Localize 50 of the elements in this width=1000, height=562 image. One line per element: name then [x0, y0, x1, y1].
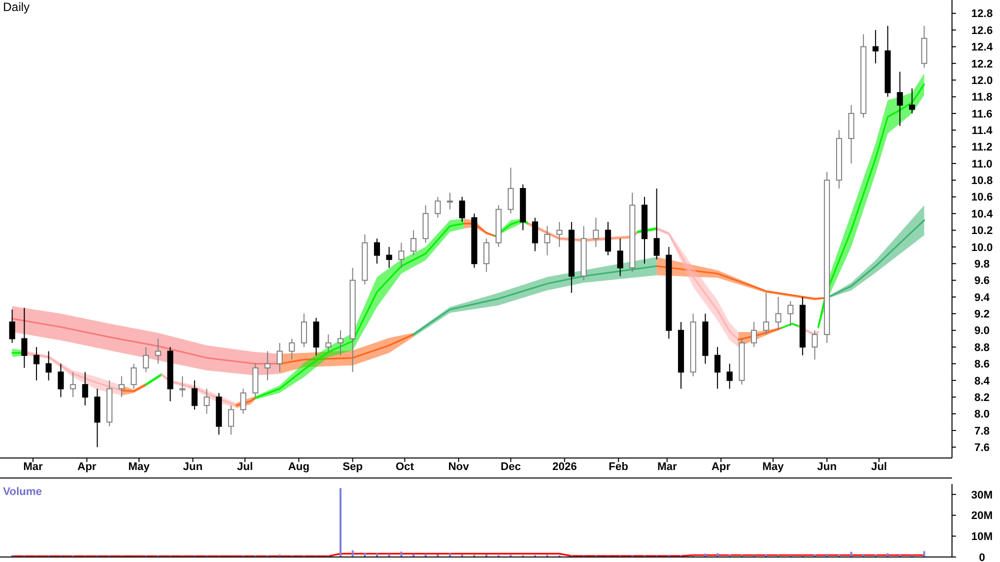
y-tick-label: 7.6 — [974, 442, 990, 454]
y-tick-label: 12.4 — [971, 42, 994, 54]
y-tick-label: 0 — [978, 552, 986, 562]
y-tick-label: 8.0 — [974, 408, 990, 421]
y-tick-label: 8.6 — [974, 358, 990, 371]
y-tick-label: 10.0 — [971, 242, 993, 254]
y-tick-label: 11.2 — [972, 142, 992, 154]
y-tick-label: 12.0 — [971, 74, 993, 87]
y-tick-label: 30M — [971, 489, 993, 502]
y-tick-label: 9.8 — [974, 258, 990, 270]
x-tick-label: May — [762, 461, 785, 473]
x-tick-label: May — [128, 461, 151, 473]
y-tick-label: 11.8 — [972, 92, 992, 104]
y-tick-label: 12.8 — [971, 8, 993, 20]
y-tick-label: 11.0 — [972, 158, 992, 170]
y-tick-label: 7.8 — [974, 425, 990, 438]
x-tick-label: Dec — [500, 461, 521, 473]
y-tick-label: 8.2 — [974, 392, 990, 404]
y-tick-label: 8.4 — [974, 375, 991, 388]
y-tick-label: 9.4 — [974, 292, 991, 304]
x-tick-label: Jun — [817, 461, 837, 473]
x-tick-label: Jul — [871, 461, 887, 473]
x-tick-label: 2026 — [552, 461, 577, 473]
y-tick-label: 10.6 — [971, 192, 993, 204]
chart-title: Volume — [3, 486, 42, 498]
x-tick-label: Nov — [448, 461, 470, 473]
x-tick-label: Apr — [711, 461, 732, 473]
x-tick-label: Mar — [23, 461, 44, 473]
y-tick-label: 12.2 — [971, 58, 993, 70]
y-tick-label: 9.6 — [974, 275, 990, 288]
x-tick-label: Oct — [396, 461, 414, 473]
x-tick-label: Mar — [657, 461, 678, 473]
x-tick-label: Feb — [608, 461, 629, 473]
y-tick-label: 8.8 — [974, 342, 990, 354]
chart-title: Daily — [3, 0, 30, 14]
y-tick-label: 10.8 — [971, 175, 993, 188]
y-tick-label: 10.4 — [971, 208, 994, 220]
y-tick-label: 11.6 — [972, 108, 992, 120]
y-tick-label: 9.0 — [974, 325, 990, 338]
y-tick-label: 10M — [971, 530, 993, 543]
x-tick-label: Jul — [236, 461, 253, 473]
y-tick-label: 9.2 — [974, 308, 990, 321]
x-tick-label: Aug — [288, 461, 310, 473]
x-tick-label: Sep — [342, 461, 364, 473]
x-tick-label: Jun — [183, 461, 203, 473]
y-tick-label: 10.2 — [971, 225, 993, 238]
y-tick-label: 20M — [971, 510, 993, 522]
x-tick-label: Apr — [77, 461, 98, 473]
y-tick-label: 11.4 — [972, 124, 994, 137]
y-tick-label: 12.6 — [971, 24, 993, 37]
